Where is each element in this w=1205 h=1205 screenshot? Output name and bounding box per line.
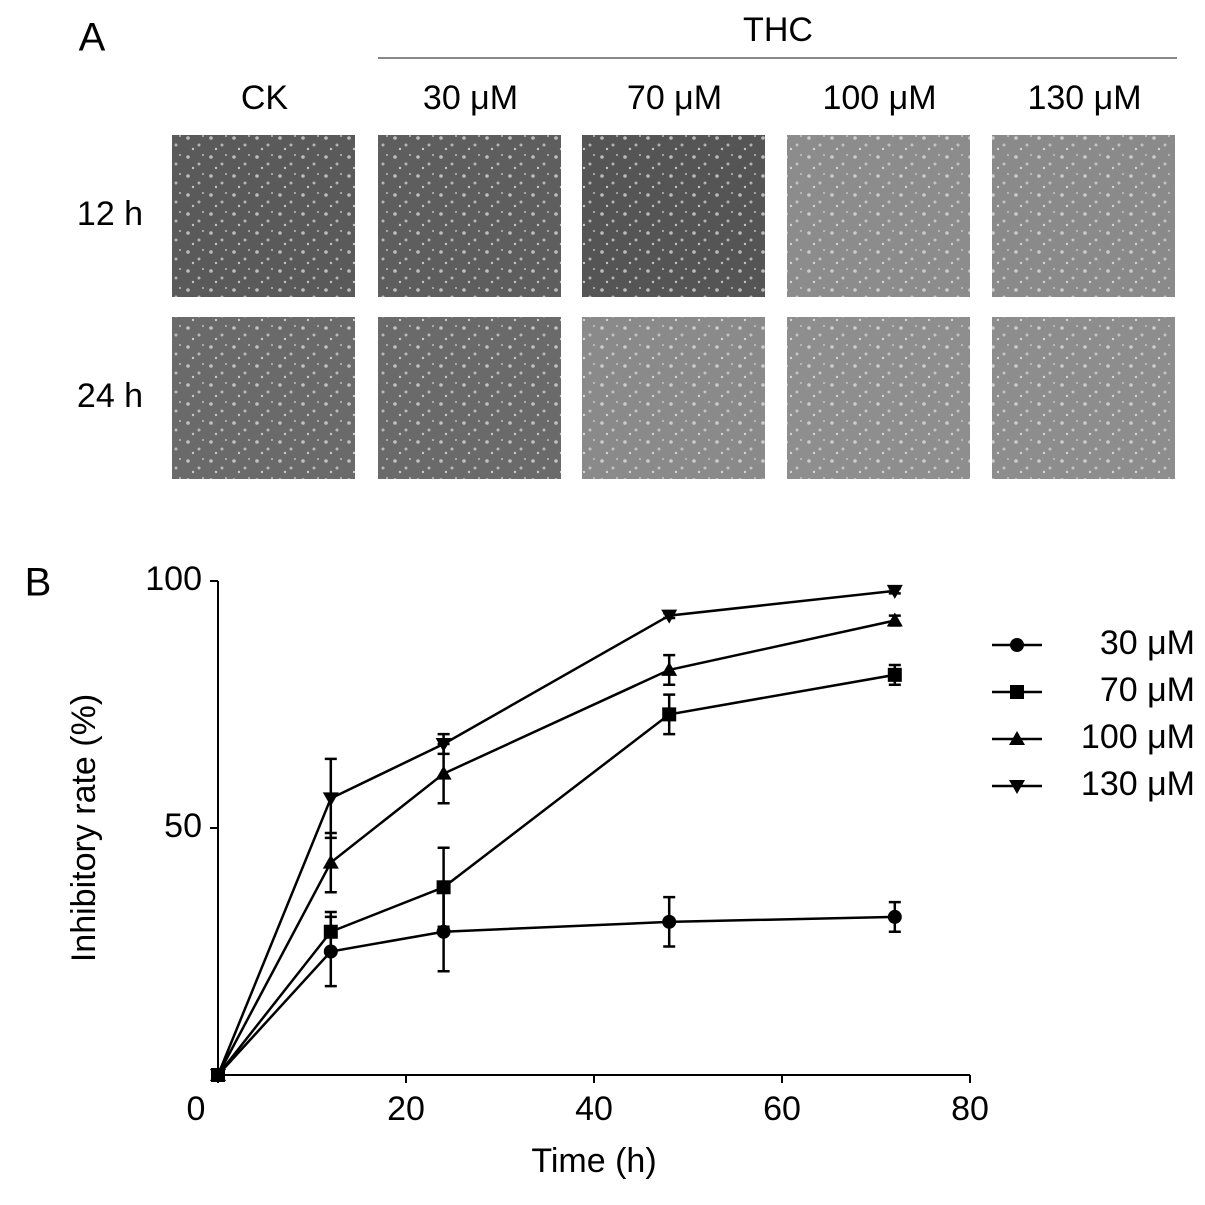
row-label: 24 h	[77, 377, 143, 415]
x-tick-label: 80	[951, 1090, 989, 1128]
series-line	[216, 589, 895, 1076]
micrograph-cells	[787, 135, 970, 297]
panel-label: A	[79, 16, 106, 60]
marker	[322, 854, 339, 869]
legend-label: 100 μM	[1081, 718, 1195, 756]
marker	[661, 661, 678, 676]
legend-label: 70 μM	[1100, 671, 1195, 709]
row-label: 12 h	[77, 195, 143, 233]
column-label: 100 μM	[822, 79, 936, 117]
marker	[662, 707, 677, 722]
x-axis-label: Time (h)	[531, 1142, 656, 1180]
column-label: CK	[241, 79, 289, 117]
y-tick-label: 100	[145, 560, 202, 598]
marker	[887, 909, 902, 924]
micrograph-cells	[378, 317, 561, 479]
marker	[887, 667, 902, 682]
marker	[323, 924, 338, 939]
micrograph-cells	[787, 317, 970, 479]
marker	[435, 765, 452, 780]
legend-label: 30 μM	[1100, 624, 1195, 662]
series-line	[217, 915, 895, 1076]
marker	[435, 738, 452, 753]
marker	[322, 792, 339, 807]
x-tick-label: 40	[575, 1090, 613, 1128]
x-tick-label: 20	[387, 1090, 425, 1128]
marker	[1010, 638, 1024, 652]
marker	[436, 924, 451, 939]
y-tick-label: 50	[164, 807, 202, 845]
micrograph-cells	[582, 135, 765, 297]
series-line	[216, 619, 896, 1076]
column-label: 130 μM	[1027, 79, 1141, 117]
micrograph-cells	[992, 317, 1175, 479]
column-label: 70 μM	[627, 79, 722, 117]
group-label: THC	[743, 11, 813, 49]
legend-label: 130 μM	[1081, 765, 1195, 803]
x-tick-label: 0	[187, 1090, 206, 1128]
marker	[1010, 685, 1024, 699]
column-label: 30 μM	[423, 79, 518, 117]
series-line	[217, 673, 896, 1076]
micrograph-cells	[992, 135, 1175, 297]
micrograph-cells	[172, 135, 355, 297]
panel-label: B	[25, 561, 52, 605]
line-chart: B 50 100 0 20 40 60 80 Time (h) Inhibitory rate (…	[25, 560, 1195, 1180]
micrograph-cells	[582, 317, 765, 479]
marker	[886, 612, 903, 627]
micrograph-cells	[172, 317, 355, 479]
marker	[886, 584, 903, 599]
micrograph-cells	[378, 135, 561, 297]
marker	[661, 609, 678, 624]
marker	[662, 914, 677, 929]
marker	[436, 880, 451, 895]
y-axis-label: Inhibitory rate (%)	[65, 694, 103, 962]
marker	[1009, 780, 1025, 794]
x-tick-label: 60	[763, 1090, 801, 1128]
marker	[210, 1069, 226, 1083]
marker	[1009, 731, 1025, 745]
micrograph-grid: CK 30 μM 70 μM 100 μM 130 μM 12 h 24 h	[77, 79, 1175, 479]
